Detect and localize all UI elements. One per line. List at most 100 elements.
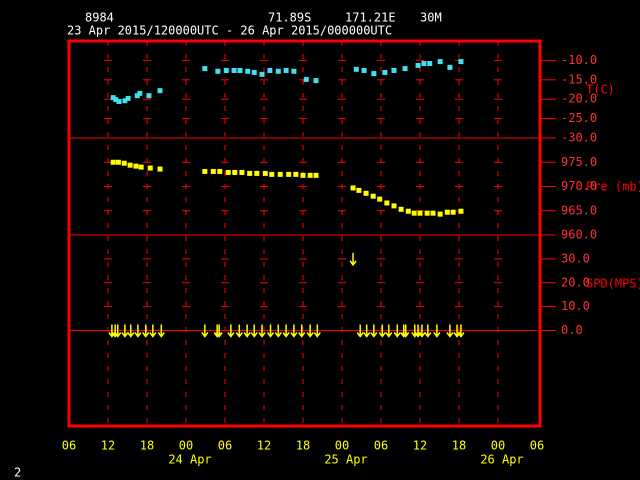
point	[417, 210, 423, 216]
point	[269, 171, 275, 177]
wind-barb	[363, 324, 371, 338]
y-tick-label: 20.0	[561, 275, 590, 289]
point	[447, 64, 453, 70]
wind-barb	[298, 324, 306, 338]
y-tick-label: -20.0	[561, 92, 597, 106]
point	[251, 69, 257, 75]
point	[137, 90, 143, 96]
point	[262, 170, 268, 176]
wind-barb	[424, 324, 432, 338]
wind-barb	[142, 324, 150, 338]
wind-barb	[235, 324, 243, 338]
y-tick-label: -10.0	[561, 53, 597, 67]
point	[202, 168, 208, 174]
point	[356, 187, 362, 193]
y-tick-label: 970.0	[561, 179, 597, 193]
point	[313, 78, 319, 84]
x-tick-label: 12	[413, 439, 427, 453]
point	[113, 97, 119, 103]
x-tick-label: 12	[257, 439, 271, 453]
wind-barb	[215, 324, 223, 338]
point	[300, 172, 306, 178]
point	[134, 93, 140, 99]
point	[110, 159, 116, 165]
axis-label: T(C)	[586, 83, 615, 97]
wind-barb	[266, 324, 275, 338]
point	[110, 95, 116, 101]
point	[125, 95, 131, 101]
axis-label: SPD(MPS)	[586, 277, 640, 291]
wind-barb	[356, 324, 364, 338]
point	[286, 171, 292, 177]
x-tick-label: 00	[335, 439, 349, 453]
point	[267, 67, 273, 73]
point	[277, 171, 283, 177]
point	[371, 71, 377, 77]
point	[146, 93, 152, 99]
point	[157, 88, 163, 94]
wind-barb	[243, 324, 251, 338]
x-tick-label: 00	[179, 439, 193, 453]
station-height: 30M	[420, 11, 442, 25]
date-label: 25 Apr	[324, 453, 367, 467]
axis-label: Pre (mb)	[586, 180, 640, 194]
point	[147, 165, 153, 171]
point	[303, 76, 309, 82]
point	[458, 59, 464, 65]
point	[384, 200, 390, 206]
wind-barb	[157, 324, 165, 338]
wind-barb	[258, 324, 266, 338]
point	[291, 68, 297, 74]
date-label: 26 Apr	[480, 453, 523, 467]
point	[424, 210, 430, 216]
x-tick-label: 06	[218, 439, 232, 453]
point	[157, 166, 163, 172]
point	[391, 67, 397, 73]
point	[427, 61, 433, 67]
point	[202, 66, 208, 72]
point	[254, 170, 260, 176]
wind-barb	[418, 324, 426, 338]
wind-barb	[446, 324, 454, 338]
point	[259, 71, 265, 77]
wind-barb	[114, 324, 122, 338]
x-tick-label: 06	[62, 439, 76, 453]
x-tick-label: 06	[374, 439, 388, 453]
x-tick-label: 18	[452, 439, 466, 453]
wind-barb	[393, 324, 401, 338]
point	[239, 169, 245, 175]
y-tick-label: 0.0	[561, 323, 583, 337]
point	[122, 98, 128, 104]
point	[121, 160, 127, 166]
y-tick-label: 960.0	[561, 228, 597, 242]
point	[382, 69, 388, 75]
wind-barb	[349, 252, 357, 267]
x-tick-label: 18	[296, 439, 310, 453]
x-tick-label: 18	[140, 439, 154, 453]
wind-barb	[457, 324, 465, 338]
point	[405, 208, 411, 214]
wind-barb	[313, 324, 321, 338]
point	[437, 59, 443, 65]
point	[217, 168, 223, 174]
wind-barb	[134, 324, 142, 338]
latitude: 71.89S	[268, 11, 311, 25]
point	[283, 67, 289, 73]
point	[450, 209, 456, 215]
point	[363, 190, 369, 196]
point	[127, 162, 133, 168]
point	[391, 203, 397, 209]
point	[411, 210, 417, 216]
point	[398, 206, 404, 212]
wind-barb	[121, 324, 129, 338]
point	[353, 66, 359, 72]
point	[370, 193, 376, 199]
page-number: 2	[14, 466, 21, 480]
point	[293, 171, 299, 177]
wind-barb	[370, 324, 378, 338]
wind-barb	[378, 324, 386, 338]
station-id: 8984	[85, 11, 114, 25]
longitude: 171.21E	[345, 11, 396, 25]
period: 23 Apr 2015/120000UTC - 26 Apr 2015/0000…	[67, 24, 392, 38]
